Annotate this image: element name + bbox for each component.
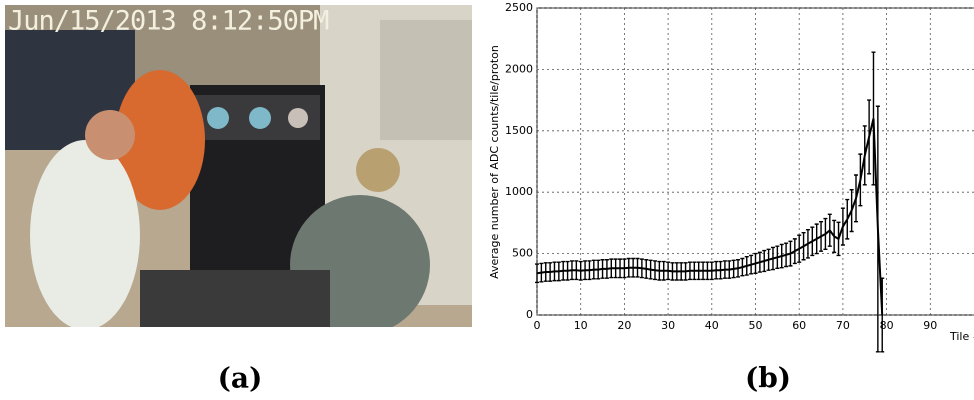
plot-frame (536, 7, 974, 316)
x-tick-label: 40 (705, 319, 719, 332)
y-tick-label: 1500 (505, 124, 533, 137)
error-bar (535, 263, 539, 284)
x-tick-label: 10 (574, 319, 588, 332)
x-tick-label: 90 (923, 319, 937, 332)
y-tick-label: 2500 (505, 1, 533, 14)
y-tick-label: 500 (512, 247, 533, 260)
x-tick-label: 70 (836, 319, 850, 332)
y-tick-label: 0 (526, 308, 533, 321)
timestamp: Jun/15/2013 8:12:50PM (8, 6, 329, 37)
x-tick-label: 20 (617, 319, 631, 332)
x-tick-label: 0 (534, 319, 541, 332)
x-axis-label: Tile # (949, 330, 974, 343)
data-line (536, 118, 884, 316)
y-tick-label: 1000 (505, 185, 533, 198)
caption: (a) (218, 362, 263, 395)
y-tick-label: 2000 (505, 62, 533, 75)
x-tick-label: 50 (749, 319, 763, 332)
photo: Jun/15/2013 8:12:50PM (5, 5, 472, 327)
x-tick-label: 30 (661, 319, 675, 332)
caption: (b) (745, 362, 791, 395)
x-tick-label: 80 (880, 319, 894, 332)
y-axis-label: Average number of ADC counts/tile/proton (488, 45, 501, 279)
x-tick-label: 60 (792, 319, 806, 332)
